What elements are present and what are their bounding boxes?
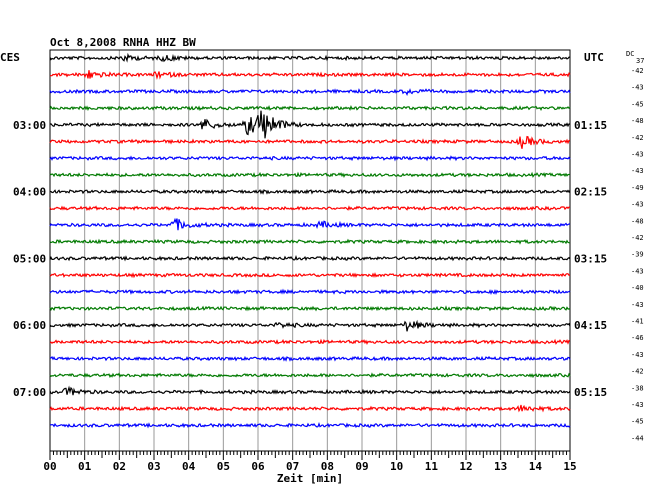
trace-14 bbox=[49, 288, 571, 295]
left-hour-label: 05:00 bbox=[13, 252, 46, 265]
trace-15 bbox=[49, 305, 571, 312]
left-hour-label: 04:00 bbox=[13, 186, 46, 199]
right-hour-label: 01:15 bbox=[574, 119, 607, 132]
dc-offset-label: -46 bbox=[631, 334, 644, 342]
dc-offset-label: -42 bbox=[631, 234, 644, 242]
dc-header-value: 37 bbox=[636, 57, 644, 65]
right-hour-label: 02:15 bbox=[574, 186, 607, 199]
left-hour-label: 07:00 bbox=[13, 386, 46, 399]
trace-12 bbox=[49, 255, 571, 262]
left-hour-label: 03:00 bbox=[13, 119, 46, 132]
dc-offset-label: -43 bbox=[631, 84, 644, 92]
trace-1 bbox=[49, 70, 571, 80]
x-axis-label: Zeit [min] bbox=[277, 472, 343, 485]
x-tick-label: 14 bbox=[529, 460, 543, 473]
trace-16 bbox=[49, 319, 571, 332]
x-tick-label: 05 bbox=[217, 460, 230, 473]
x-tick-label: 08 bbox=[321, 460, 334, 473]
dc-offset-label: -48 bbox=[631, 217, 644, 225]
dc-offset-label: -45 bbox=[631, 100, 644, 108]
dc-offset-label: -43 bbox=[631, 201, 644, 209]
dc-offset-label: -43 bbox=[631, 301, 644, 309]
x-tick-label: 00 bbox=[43, 460, 56, 473]
left-timezone-label: CES bbox=[0, 51, 20, 64]
x-tick-label: 13 bbox=[494, 460, 507, 473]
x-tick-label: 04 bbox=[182, 460, 196, 473]
trace-20 bbox=[49, 385, 571, 396]
dc-offset-label: -43 bbox=[631, 151, 644, 159]
x-tick-label: 03 bbox=[147, 460, 160, 473]
trace-13 bbox=[49, 272, 571, 279]
x-tick-label: 02 bbox=[113, 460, 126, 473]
dc-offset-label: -38 bbox=[631, 384, 644, 392]
dc-offset-label: -42 bbox=[631, 368, 644, 376]
dc-offset-label: -43 bbox=[631, 167, 644, 175]
trace-2 bbox=[49, 88, 571, 96]
dc-offset-label: -42 bbox=[631, 134, 644, 142]
trace-8 bbox=[49, 188, 571, 195]
trace-4 bbox=[49, 110, 570, 139]
trace-17 bbox=[49, 338, 571, 345]
trace-19 bbox=[49, 372, 571, 379]
dc-offset-label: -43 bbox=[631, 401, 644, 409]
trace-9 bbox=[49, 205, 571, 212]
trace-18 bbox=[49, 355, 571, 362]
dc-offset-label: -43 bbox=[631, 351, 644, 359]
trace-7 bbox=[49, 171, 570, 178]
dc-offset-labels: -42 -43 -45 -48 -42 -43 -43 -49 -43 -48 -42 -39 -43 -… bbox=[631, 67, 644, 442]
right-hour-label: 04:15 bbox=[574, 319, 607, 332]
dc-offset-label: -49 bbox=[631, 184, 644, 192]
dc-offset-label: -42 bbox=[631, 67, 644, 75]
dc-offset-label: -40 bbox=[631, 284, 644, 292]
dc-offset-label: -44 bbox=[631, 434, 644, 442]
x-tick-label: 10 bbox=[390, 460, 403, 473]
x-tick-label: 11 bbox=[425, 460, 439, 473]
trace-22 bbox=[49, 422, 571, 429]
x-tick-label: 06 bbox=[251, 460, 265, 473]
trace-10 bbox=[49, 217, 571, 231]
x-tick-label: 09 bbox=[355, 460, 368, 473]
dc-offset-label: -43 bbox=[631, 267, 644, 275]
right-timezone-label: UTC bbox=[584, 51, 604, 64]
x-tick-label: 15 bbox=[563, 460, 576, 473]
trace-11 bbox=[49, 238, 571, 245]
left-hour-label: 06:00 bbox=[13, 319, 46, 332]
chart-title: Oct 8,2008 RNHA HHZ BW bbox=[50, 36, 196, 49]
trace-6 bbox=[49, 155, 571, 162]
trace-3 bbox=[49, 104, 571, 111]
x-tick-label: 01 bbox=[78, 460, 92, 473]
x-tick-label: 07 bbox=[286, 460, 299, 473]
dc-offset-label: -39 bbox=[631, 251, 644, 259]
trace-21 bbox=[49, 404, 571, 413]
x-tick-label: 12 bbox=[459, 460, 472, 473]
dc-offset-label: -41 bbox=[631, 318, 644, 326]
left-hour-labels: 03:00 04:00 05:00 06:00 07:00 bbox=[13, 119, 46, 399]
trace-group bbox=[49, 52, 571, 429]
trace-0 bbox=[49, 52, 571, 63]
right-hour-label: 03:15 bbox=[574, 252, 607, 265]
right-hour-labels: 01:15 02:15 03:15 04:15 05:15 bbox=[574, 119, 607, 399]
x-axis: 00 01 02 03 04 05 06 07 08 09 10 11 12 13 14 15 bbox=[43, 451, 577, 473]
dc-offset-label: -48 bbox=[631, 117, 644, 125]
dc-offset-label: -45 bbox=[631, 418, 644, 426]
right-hour-label: 05:15 bbox=[574, 386, 607, 399]
trace-5 bbox=[49, 135, 571, 149]
dc-header-label: DC bbox=[626, 50, 634, 58]
